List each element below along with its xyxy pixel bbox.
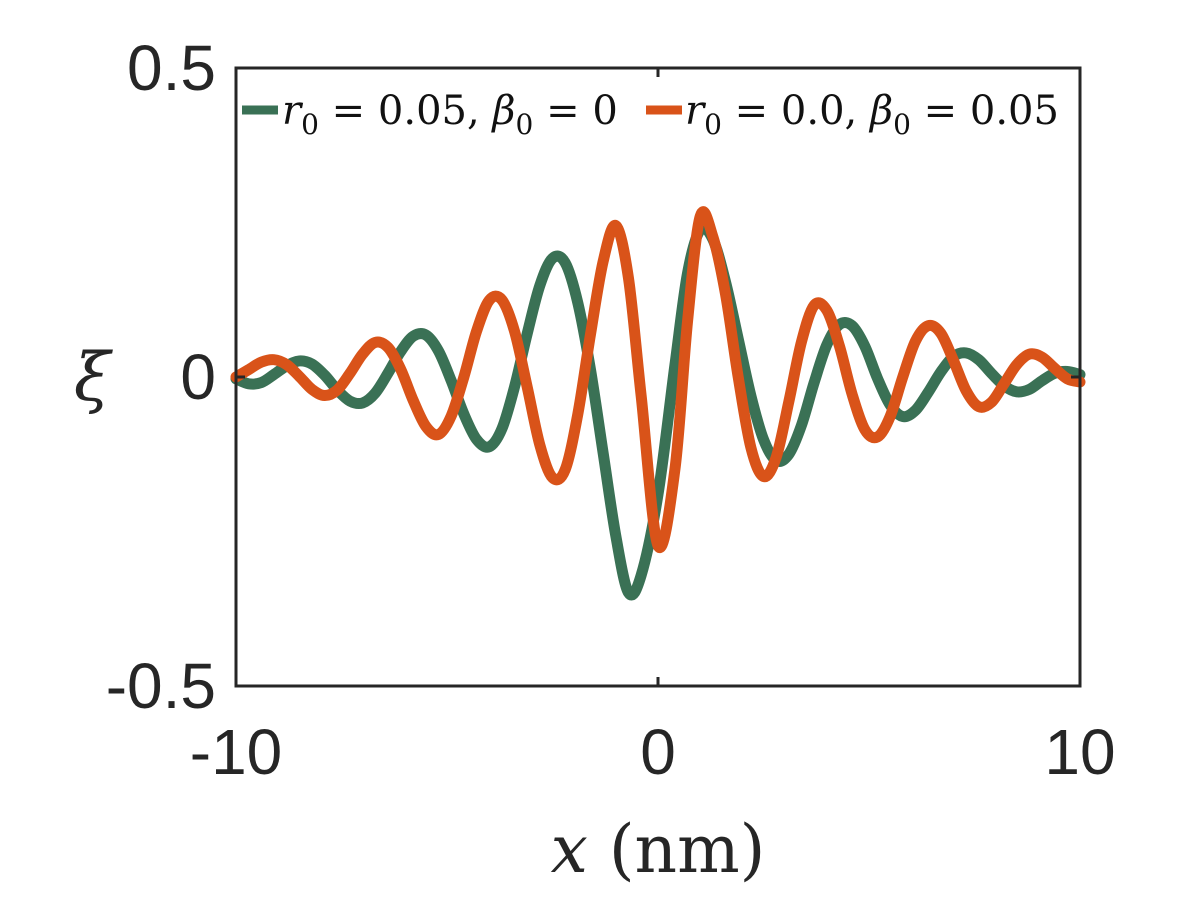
legend-entry-series-1: r0 = 0.05, β0 = 0 xyxy=(282,88,618,141)
legend-entry-series-2: r0 = 0.0, β0 = 0.05 xyxy=(685,88,1059,141)
series-layer xyxy=(230,206,1086,601)
series-line-2 xyxy=(230,206,1086,554)
legend: r0 = 0.05, β0 = 0 r0 = 0.0, β0 = 0.05 xyxy=(242,88,1059,141)
plot-area xyxy=(236,68,1080,686)
y-axis-label: ξ xyxy=(74,339,114,416)
x-axis-label: x (nm) xyxy=(551,811,766,888)
series-line-1 xyxy=(230,222,1086,601)
x-tick-label: 0 xyxy=(640,716,676,788)
y-tick-label: 0 xyxy=(180,341,216,413)
x-tick-label: 10 xyxy=(1044,716,1115,788)
ticks-layer: -10 0 10 -0.5 0 0.5 xyxy=(106,32,1116,788)
y-tick-label: 0.5 xyxy=(127,32,216,104)
y-tick-label: -0.5 xyxy=(106,650,216,722)
x-tick-label: -10 xyxy=(190,716,283,788)
